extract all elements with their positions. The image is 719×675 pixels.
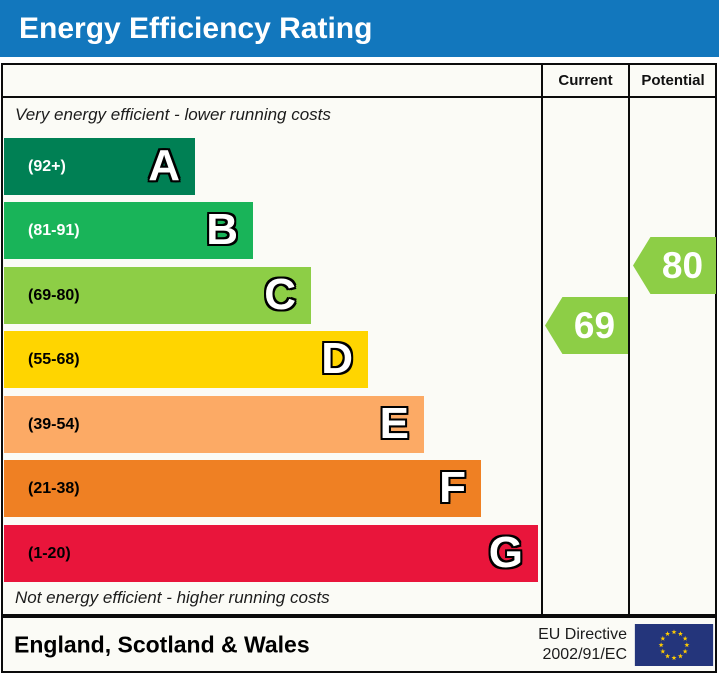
footer: England, Scotland & Wales EU Directive 2… <box>1 616 717 673</box>
potential-column-divider <box>628 65 630 614</box>
eu-directive-line1: EU Directive <box>538 625 627 643</box>
table-header-row <box>3 65 715 98</box>
region-label: England, Scotland & Wales <box>14 631 310 657</box>
page-title: Energy Efficiency Rating <box>19 11 373 45</box>
eu-directive-line2: 2002/91/EC <box>542 645 627 663</box>
title-bar: Energy Efficiency Rating <box>0 0 719 57</box>
bottom-caption: Not energy efficient - higher running co… <box>15 588 330 607</box>
current-rating-value: 69 <box>573 305 616 346</box>
current-column-divider <box>541 65 543 614</box>
top-caption: Very energy efficient - lower running co… <box>15 105 331 124</box>
current-column-header: Current <box>558 72 613 89</box>
eu-flag-icon <box>634 624 714 666</box>
potential-column-header: Potential <box>641 72 705 89</box>
eu-directive-label: EU Directive 2002/91/EC <box>538 625 627 665</box>
potential-rating-value: 80 <box>661 245 704 286</box>
current-rating-arrow: 69 <box>545 297 628 354</box>
potential-rating-arrow: 80 <box>633 237 716 294</box>
